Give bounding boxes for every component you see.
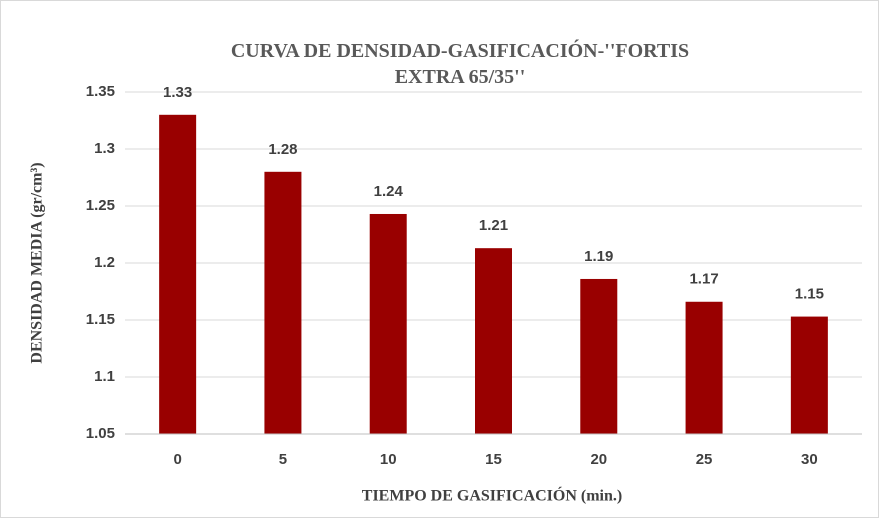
y-axis-label: DENSIDAD MEDIA (gr/cm³) xyxy=(29,162,46,363)
x-tick-label: 20 xyxy=(590,451,607,468)
title-box: CURVA DE DENSIDAD-GASIFICACIÓN-''FORTIS … xyxy=(230,40,690,88)
y-tick-label: 1.05 xyxy=(86,425,115,442)
bar xyxy=(369,213,407,434)
data-label: 1.24 xyxy=(374,183,404,200)
x-tick-label: 15 xyxy=(485,451,502,468)
data-label: 1.19 xyxy=(584,248,613,265)
bar xyxy=(685,301,723,434)
y-tick-label: 1.35 xyxy=(86,83,115,100)
y-tick-label: 1.25 xyxy=(86,197,115,214)
bar xyxy=(159,114,197,435)
chart-title: CURVA DE DENSIDAD-GASIFICACIÓN-''FORTIS … xyxy=(230,40,690,88)
y-tick-label: 1.15 xyxy=(86,311,115,328)
x-tick-label: 0 xyxy=(173,451,181,468)
x-tick-label: 5 xyxy=(279,451,287,468)
data-label: 1.15 xyxy=(795,286,824,303)
bar xyxy=(475,248,512,434)
y-tick-label: 1.1 xyxy=(94,368,115,385)
x-axis-label: TIEMPO DE GASIFICACIÓN (min.) xyxy=(362,486,622,505)
data-label: 1.21 xyxy=(479,217,508,234)
data-label: 1.17 xyxy=(689,271,718,288)
bar xyxy=(580,278,618,434)
data-label: 1.28 xyxy=(268,141,297,158)
x-tick-label: 25 xyxy=(696,451,713,468)
x-tick-label: 30 xyxy=(801,451,818,468)
data-label: 1.33 xyxy=(163,84,192,101)
y-tick-label: 1.2 xyxy=(94,254,115,271)
y-tick-label: 1.3 xyxy=(94,140,115,157)
x-tick-label: 10 xyxy=(380,451,397,468)
bar xyxy=(790,316,828,434)
bar xyxy=(264,171,302,435)
